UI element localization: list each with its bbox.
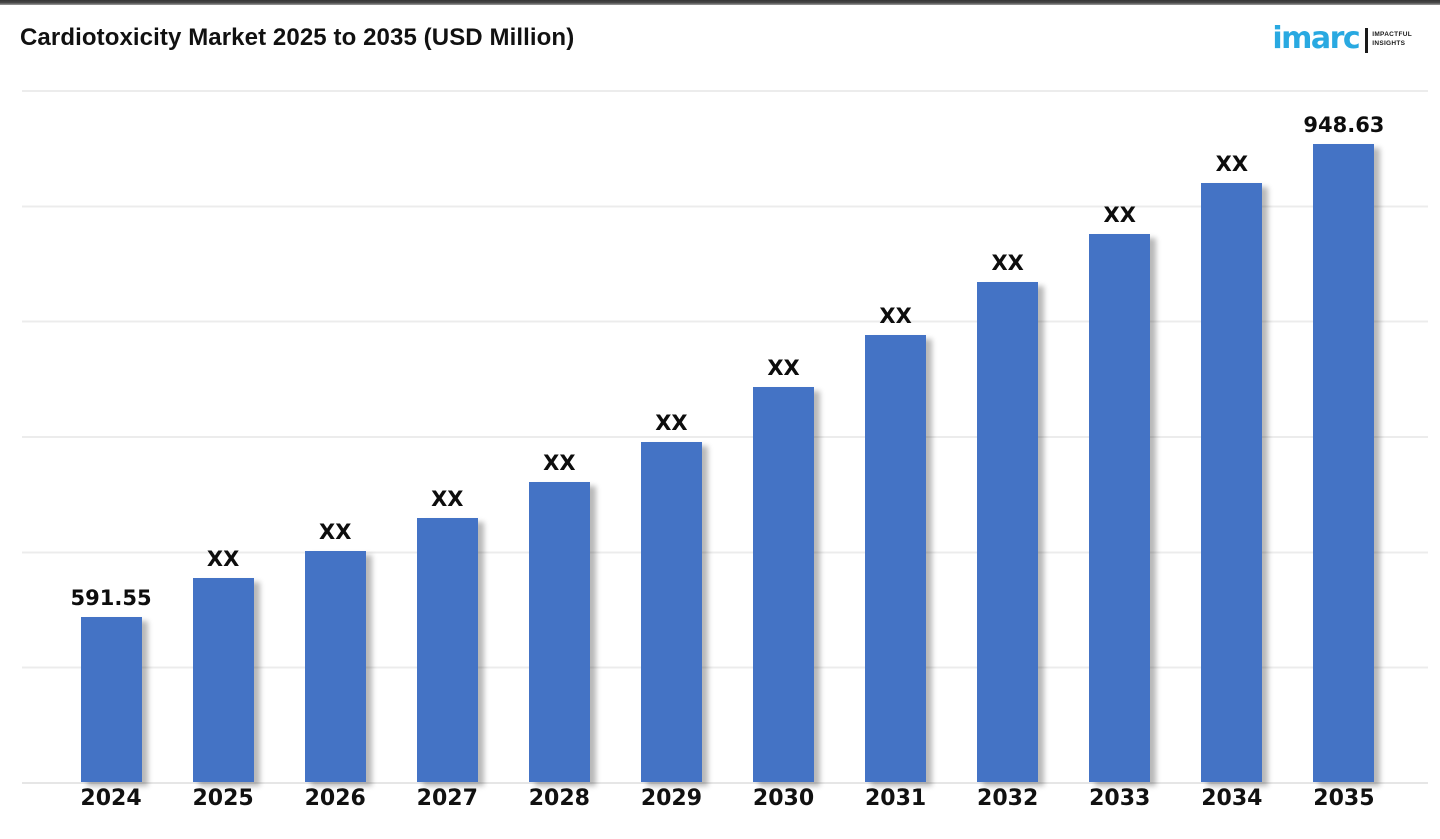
x-axis-label-2026: 2026 — [304, 786, 366, 811]
bar-group-2035: 948.63 — [1288, 90, 1400, 782]
bar-value-label: 948.63 — [1303, 112, 1385, 137]
bar-group-2033: XX — [1064, 90, 1176, 782]
bars: 591.55 XX XX XX XX XX XX XX XX XX XX 948.63 — [55, 90, 1400, 782]
bar-group-2031: XX — [840, 90, 952, 782]
imarc-logo-tagline-line1: IMPACTFUL — [1372, 31, 1412, 39]
bar-group-2029: XX — [615, 90, 727, 782]
bar-2025 — [192, 578, 254, 782]
chart-title: Cardiotoxicity Market 2025 to 2035 (USD … — [20, 24, 575, 51]
bar-value-label: XX — [879, 304, 912, 329]
x-axis-label-2029: 2029 — [640, 786, 703, 811]
plot-area: 591.55 XX XX XX XX XX XX XX XX XX XX 948.63 — [22, 90, 1428, 784]
imarc-logo-divider — [1365, 27, 1369, 53]
x-axis-label-2034: 2034 — [1201, 786, 1263, 811]
x-axis-label-2024: 2024 — [80, 786, 142, 811]
bar-2024 — [80, 616, 142, 782]
bar-2027 — [416, 518, 478, 782]
x-axis-label-2033: 2033 — [1089, 786, 1151, 811]
bar-2035 — [1313, 143, 1375, 782]
imarc-logo-tagline-line2: INSIGHTS — [1372, 40, 1406, 47]
bar-value-label: XX — [431, 487, 464, 512]
imarc-logo-wordmark: imarc — [1272, 21, 1360, 56]
bar-group-2034: XX — [1176, 90, 1288, 782]
bar-group-2025: XX — [167, 90, 279, 782]
bar-value-label: 591.55 — [70, 585, 152, 610]
bar-group-2027: XX — [391, 90, 503, 782]
bar-2030 — [753, 387, 814, 782]
bar-2033 — [1089, 234, 1151, 782]
bar-2034 — [1201, 182, 1263, 782]
bar-2029 — [640, 442, 702, 782]
bar-group-2028: XX — [503, 90, 615, 782]
bar-group-2026: XX — [279, 90, 391, 782]
x-axis-label-2025: 2025 — [192, 786, 254, 811]
x-axis-label-2031: 2031 — [864, 786, 927, 811]
top-border-strip — [0, 0, 1440, 5]
x-axis-label-2027: 2027 — [416, 786, 478, 811]
bar-value-label: XX — [767, 356, 800, 381]
bar-value-label: XX — [1103, 203, 1136, 228]
bar-2031 — [865, 335, 927, 782]
bar-2028 — [528, 482, 590, 782]
bar-value-label: XX — [1215, 151, 1249, 176]
bar-value-label: XX — [991, 251, 1024, 276]
bar-value-label: XX — [543, 451, 576, 476]
imarc-logo-tagline: IMPACTFUL INSIGHTS — [1372, 31, 1412, 49]
bar-group-2030: XX — [727, 90, 839, 782]
x-axis-labels: 2024 2025 2026 2027 2028 2029 2030 2031 2032 2033… — [55, 788, 1400, 810]
x-axis-label-2028: 2028 — [528, 786, 590, 811]
x-axis-label-2035: 2035 — [1313, 786, 1375, 811]
bar-value-label: XX — [655, 411, 688, 436]
bar-value-label: XX — [319, 519, 352, 544]
bar-2026 — [304, 550, 366, 782]
imarc-logo: imarc IMPACTFUL INSIGHTS — [1272, 24, 1412, 54]
x-axis-label-2030: 2030 — [752, 786, 815, 811]
bar-2032 — [977, 282, 1039, 782]
bar-group-2024: 591.55 — [55, 90, 167, 782]
bar-group-2032: XX — [952, 90, 1064, 782]
bar-value-label: XX — [206, 547, 240, 571]
x-axis-label-2032: 2032 — [977, 786, 1039, 811]
